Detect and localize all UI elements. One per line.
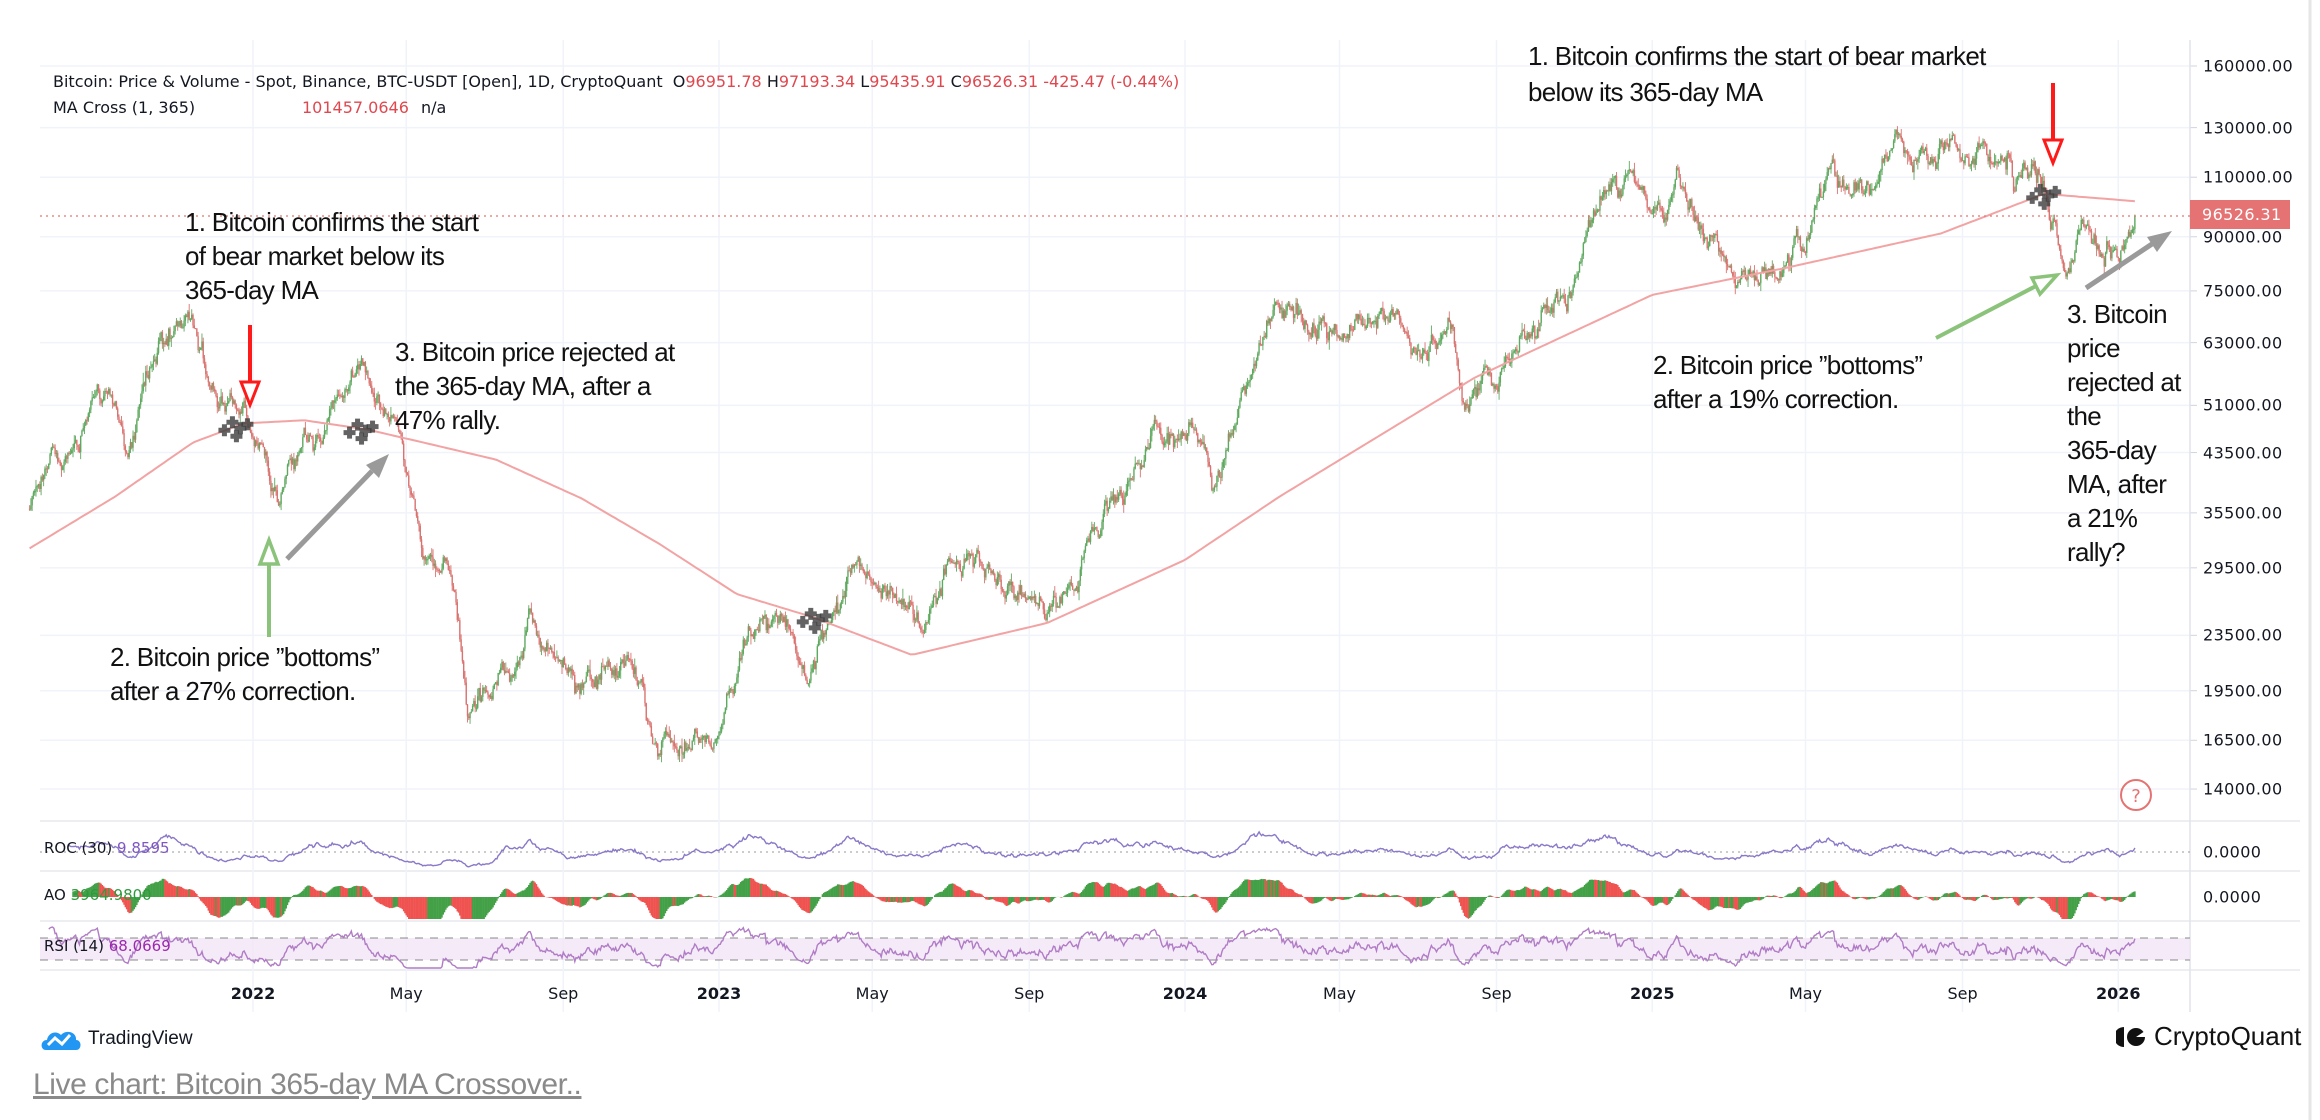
rsi-line (48, 926, 2136, 969)
crossover-cross (241, 418, 254, 431)
crossover-cross (226, 416, 239, 429)
crossover-cross (2042, 189, 2055, 202)
crossover-cross (819, 609, 832, 622)
crossover-cross (804, 607, 817, 620)
crossover-cross (2038, 197, 2051, 210)
crossover-cross (234, 422, 247, 435)
crossover-cross (351, 418, 364, 431)
crossover-cross (366, 420, 379, 433)
crossover-cross (343, 426, 356, 439)
crossover-marker (796, 607, 832, 634)
crossover-cross (359, 424, 372, 437)
crossover-cross (218, 424, 231, 437)
crossover-cross (2049, 185, 2062, 198)
rsi-band (40, 938, 2190, 960)
crossover-cross (230, 430, 243, 443)
ma-365-line (29, 192, 2135, 656)
crossover-cross (355, 432, 368, 445)
crossover-marker (2026, 183, 2062, 210)
ao-histogram (72, 877, 2136, 919)
roc-line (67, 830, 2136, 868)
crossover-markers (218, 183, 2062, 634)
crossover-cross (2034, 183, 2047, 196)
crossover-marker (218, 416, 254, 443)
crossover-marker (343, 418, 379, 445)
candles (28, 126, 2136, 763)
crossover-cross (2026, 191, 2039, 204)
crossover-cross (796, 615, 809, 628)
crossover-cross (812, 613, 825, 626)
grid (40, 40, 2300, 1012)
crossover-cross (808, 621, 821, 634)
